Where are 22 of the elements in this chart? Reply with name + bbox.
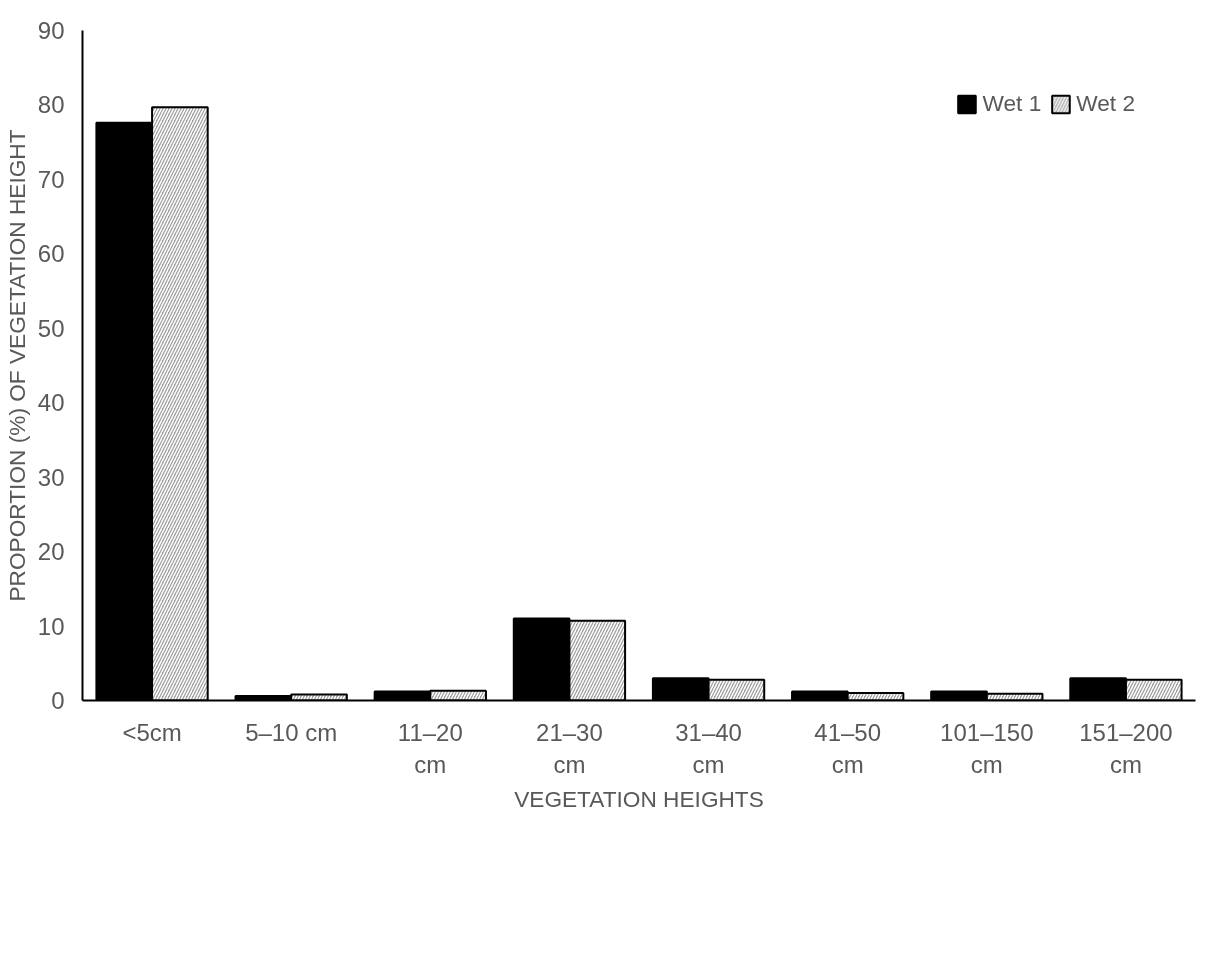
y-tick-label: 80 <box>37 91 65 119</box>
x-tick-label: 11–20 cm <box>397 718 463 778</box>
y-axis-title: PROPORTION (%) OF VEGETATION HEIGHT <box>3 129 30 602</box>
legend-label: Wet 1 <box>982 90 1042 117</box>
y-tick-label: 90 <box>37 17 65 44</box>
x-tick-label: 101–150 cm <box>940 718 1034 778</box>
y-tick-label: 60 <box>37 240 65 268</box>
x-tick-label: 21–30 cm <box>536 718 603 778</box>
x-tick-label: 151–200 cm <box>1079 718 1173 778</box>
y-tick-label: 40 <box>37 389 65 417</box>
y-tick-label: 10 <box>37 612 65 640</box>
x-tick-label: 41–50 cm <box>814 718 882 778</box>
y-tick-label: 0 <box>51 687 65 714</box>
y-tick-label: 20 <box>37 538 65 566</box>
x-axis-title: VEGETATION HEIGHTS <box>514 785 764 812</box>
y-tick-label: 50 <box>37 314 65 342</box>
x-tick-label: 5–10 cm <box>245 718 338 746</box>
y-tick-label: 70 <box>37 165 65 193</box>
x-tick-label: <5cm <box>122 718 182 746</box>
legend-label: Wet 2 <box>1076 90 1135 117</box>
y-tick-label: 30 <box>37 463 65 491</box>
x-tick-label: 31–40 cm <box>675 718 742 778</box>
